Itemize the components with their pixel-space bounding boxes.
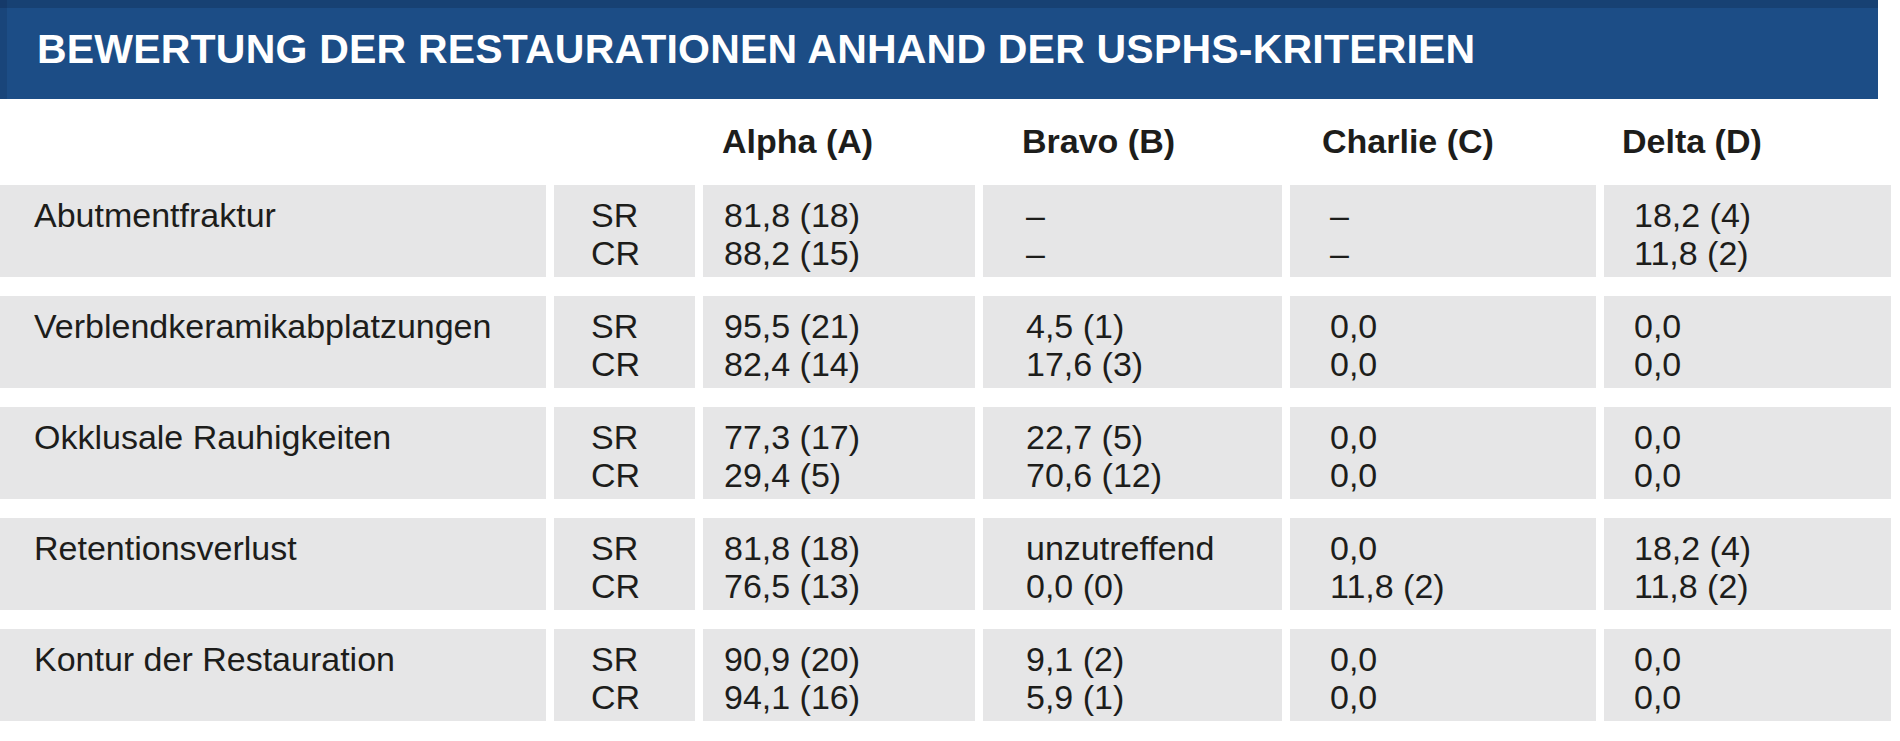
value-charlie-sr: 0,0: [1330, 640, 1596, 678]
column-header-alpha: Alpha (A): [703, 122, 975, 161]
rating-label-cr: CR: [591, 456, 695, 494]
value-cell-bravo: 22,7 (5) 70,6 (12): [983, 407, 1282, 499]
rating-cell: SR CR: [554, 629, 695, 721]
value-cell-delta: 0,0 0,0: [1604, 296, 1891, 388]
value-cell-alpha: 90,9 (20) 94,1 (16): [703, 629, 975, 721]
rating-cell: SR CR: [554, 407, 695, 499]
value-cell-charlie: 0,0 11,8 (2): [1290, 518, 1596, 610]
value-cell-charlie: 0,0 0,0: [1290, 296, 1596, 388]
value-alpha-cr: 76,5 (13): [724, 567, 975, 605]
value-cell-delta: 0,0 0,0: [1604, 629, 1891, 721]
value-cell-alpha: 81,8 (18) 88,2 (15): [703, 185, 975, 277]
rating-label-cr: CR: [591, 567, 695, 605]
value-delta-sr: 0,0: [1634, 418, 1891, 456]
criterion-label: Okklusale Rauhigkeiten: [34, 418, 546, 456]
rating-label-sr: SR: [591, 418, 695, 456]
rating-label-cr: CR: [591, 345, 695, 383]
value-bravo-cr: –: [1026, 234, 1282, 272]
table-row-group: Okklusale Rauhigkeiten SR CR 77,3 (17) 2…: [0, 407, 1891, 499]
value-cell-bravo: – –: [983, 185, 1282, 277]
criterion-label: Verblendkeramikabplatzungen: [34, 307, 546, 345]
criterion-cell: Abutmentfraktur: [0, 185, 546, 277]
value-cell-charlie: 0,0 0,0: [1290, 629, 1596, 721]
rating-cell: SR CR: [554, 518, 695, 610]
value-charlie-cr: 0,0: [1330, 345, 1596, 383]
value-cell-delta: 18,2 (4) 11,8 (2): [1604, 185, 1891, 277]
value-bravo-sr: –: [1026, 196, 1282, 234]
value-cell-charlie: – –: [1290, 185, 1596, 277]
value-bravo-sr: unzutreffend: [1026, 529, 1282, 567]
rating-label-cr: CR: [591, 678, 695, 716]
table-row-group: Retentionsverlust SR CR 81,8 (18) 76,5 (…: [0, 518, 1891, 610]
value-delta-cr: 0,0: [1634, 345, 1891, 383]
value-cell-bravo: 4,5 (1) 17,6 (3): [983, 296, 1282, 388]
rating-label-sr: SR: [591, 640, 695, 678]
criterion-label: Abutmentfraktur: [34, 196, 546, 234]
rating-cell: SR CR: [554, 185, 695, 277]
value-delta-cr: 11,8 (2): [1634, 567, 1891, 605]
value-delta-sr: 18,2 (4): [1634, 196, 1891, 234]
value-bravo-cr: 17,6 (3): [1026, 345, 1282, 383]
value-charlie-cr: 11,8 (2): [1330, 567, 1596, 605]
rating-label-sr: SR: [591, 529, 695, 567]
value-charlie-cr: 0,0: [1330, 456, 1596, 494]
value-bravo-cr: 0,0 (0): [1026, 567, 1282, 605]
criterion-cell: Retentionsverlust: [0, 518, 546, 610]
criterion-cell: Kontur der Restauration: [0, 629, 546, 721]
value-delta-sr: 0,0: [1634, 640, 1891, 678]
criterion-label: Retentionsverlust: [34, 529, 546, 567]
column-header-delta: Delta (D): [1604, 122, 1891, 161]
table-title-bar: BEWERTUNG DER RESTAURATIONEN ANHAND DER …: [0, 0, 1878, 99]
value-delta-cr: 0,0: [1634, 456, 1891, 494]
value-delta-cr: 0,0: [1634, 678, 1891, 716]
rating-label-sr: SR: [591, 307, 695, 345]
value-charlie-cr: –: [1330, 234, 1596, 272]
rating-label-sr: SR: [591, 196, 695, 234]
criterion-cell: Okklusale Rauhigkeiten: [0, 407, 546, 499]
value-charlie-cr: 0,0: [1330, 678, 1596, 716]
value-bravo-cr: 70,6 (12): [1026, 456, 1282, 494]
value-alpha-sr: 81,8 (18): [724, 196, 975, 234]
value-alpha-cr: 82,4 (14): [724, 345, 975, 383]
value-cell-charlie: 0,0 0,0: [1290, 407, 1596, 499]
value-cell-bravo: unzutreffend 0,0 (0): [983, 518, 1282, 610]
value-alpha-cr: 94,1 (16): [724, 678, 975, 716]
criterion-label: Kontur der Restauration: [34, 640, 546, 678]
value-delta-sr: 18,2 (4): [1634, 529, 1891, 567]
value-cell-bravo: 9,1 (2) 5,9 (1): [983, 629, 1282, 721]
column-header-row: Alpha (A) Bravo (B) Charlie (C) Delta (D…: [0, 116, 1891, 166]
value-cell-delta: 0,0 0,0: [1604, 407, 1891, 499]
value-charlie-sr: 0,0: [1330, 418, 1596, 456]
value-delta-sr: 0,0: [1634, 307, 1891, 345]
value-bravo-sr: 4,5 (1): [1026, 307, 1282, 345]
value-alpha-cr: 88,2 (15): [724, 234, 975, 272]
column-header-bravo: Bravo (B): [983, 122, 1282, 161]
value-alpha-sr: 81,8 (18): [724, 529, 975, 567]
value-cell-alpha: 95,5 (21) 82,4 (14): [703, 296, 975, 388]
value-cell-alpha: 81,8 (18) 76,5 (13): [703, 518, 975, 610]
table-row-group: Kontur der Restauration SR CR 90,9 (20) …: [0, 629, 1891, 721]
value-alpha-sr: 95,5 (21): [724, 307, 975, 345]
value-alpha-cr: 29,4 (5): [724, 456, 975, 494]
value-cell-delta: 18,2 (4) 11,8 (2): [1604, 518, 1891, 610]
value-alpha-sr: 90,9 (20): [724, 640, 975, 678]
value-bravo-sr: 9,1 (2): [1026, 640, 1282, 678]
value-cell-alpha: 77,3 (17) 29,4 (5): [703, 407, 975, 499]
rating-label-cr: CR: [591, 234, 695, 272]
table-row-group: Abutmentfraktur SR CR 81,8 (18) 88,2 (15…: [0, 185, 1891, 277]
table-row-group: Verblendkeramikabplatzungen SR CR 95,5 (…: [0, 296, 1891, 388]
value-charlie-sr: –: [1330, 196, 1596, 234]
table-title: BEWERTUNG DER RESTAURATIONEN ANHAND DER …: [0, 26, 1475, 73]
value-bravo-sr: 22,7 (5): [1026, 418, 1282, 456]
column-header-charlie: Charlie (C): [1290, 122, 1596, 161]
value-delta-cr: 11,8 (2): [1634, 234, 1891, 272]
value-charlie-sr: 0,0: [1330, 307, 1596, 345]
rating-cell: SR CR: [554, 296, 695, 388]
value-bravo-cr: 5,9 (1): [1026, 678, 1282, 716]
value-charlie-sr: 0,0: [1330, 529, 1596, 567]
value-alpha-sr: 77,3 (17): [724, 418, 975, 456]
criterion-cell: Verblendkeramikabplatzungen: [0, 296, 546, 388]
